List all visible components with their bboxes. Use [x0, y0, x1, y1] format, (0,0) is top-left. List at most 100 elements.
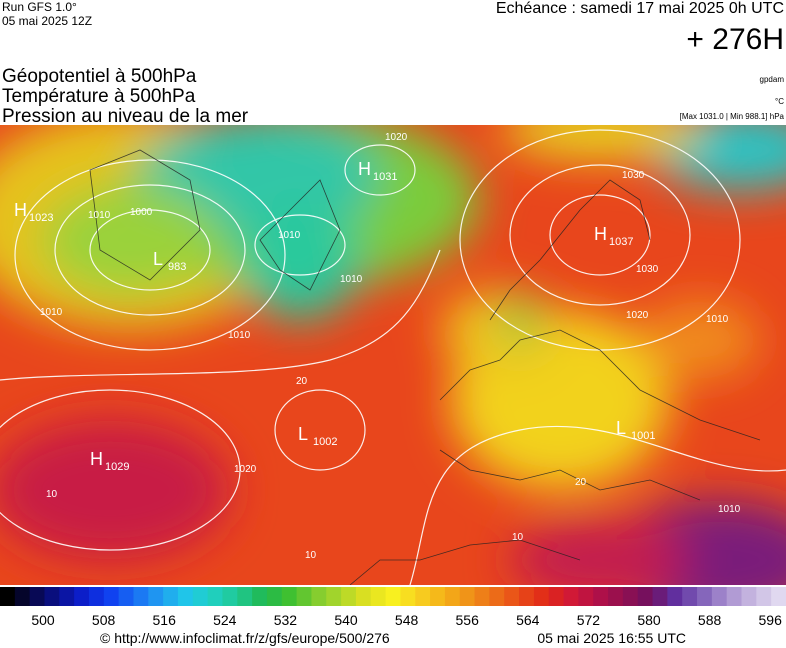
- isoline-label: 1030: [636, 264, 659, 275]
- color-swatch: [177, 587, 194, 606]
- colorbar-label: 540: [334, 612, 358, 628]
- footer-timestamp: 05 mai 2025 16:55 UTC: [537, 630, 686, 646]
- colorbar-label: 596: [759, 612, 783, 628]
- color-swatch: [88, 587, 105, 606]
- color-swatch: [296, 587, 312, 606]
- color-swatch: [608, 587, 624, 606]
- run-label: Run GFS 1.0°: [2, 0, 77, 14]
- run-date: 05 mai 2025 12Z: [2, 14, 92, 28]
- color-swatch: [726, 587, 743, 606]
- color-swatch: [133, 587, 149, 606]
- color-swatch: [192, 587, 209, 606]
- color-swatch: [311, 587, 327, 606]
- isoline-label: 1030: [622, 170, 645, 181]
- color-swatch: [415, 587, 431, 606]
- colorbar-label: 500: [31, 612, 55, 628]
- color-swatch: [163, 587, 179, 606]
- isoline-label: 1010: [228, 330, 251, 341]
- isoline-label: 1010: [718, 504, 741, 515]
- color-swatch: [741, 587, 757, 606]
- center-symbol: H: [14, 200, 27, 220]
- color-swatch: [637, 587, 654, 606]
- isoline-label: 1020: [626, 310, 649, 321]
- color-swatch: [697, 587, 713, 606]
- isoline-label: 1000: [130, 207, 153, 218]
- unit: [Max 1031.0 | Min 988.1] hPa: [680, 112, 785, 121]
- color-swatch: [14, 587, 31, 606]
- unit: gpdam: [760, 75, 785, 84]
- center-value: 1037: [609, 236, 633, 248]
- color-swatch: [0, 587, 16, 606]
- color-swatch: [459, 587, 476, 606]
- isoline-label: 10: [305, 550, 317, 561]
- color-swatch: [385, 587, 401, 606]
- colorbar-label: 532: [274, 612, 298, 628]
- color-swatch: [504, 587, 520, 606]
- isoline-label: 1010: [88, 210, 111, 221]
- color-swatch: [281, 587, 298, 606]
- color-swatch: [533, 587, 550, 606]
- unit: °C: [775, 97, 784, 106]
- center-symbol: H: [90, 449, 103, 469]
- center-value: 1029: [105, 461, 129, 473]
- center-symbol: H: [594, 224, 607, 244]
- color-swatch: [103, 587, 120, 606]
- color-swatch: [237, 587, 253, 606]
- color-swatch: [474, 587, 490, 606]
- color-swatch: [563, 587, 579, 606]
- color-swatch: [430, 587, 446, 606]
- color-swatch: [29, 587, 45, 606]
- color-swatch: [667, 587, 683, 606]
- horizon: + 276H: [686, 23, 784, 56]
- color-swatch: [341, 587, 357, 606]
- color-swatch: [118, 587, 134, 606]
- colorbar-label: 564: [516, 612, 540, 628]
- center-symbol: H: [358, 159, 371, 179]
- color-swatch: [59, 587, 75, 606]
- color-swatch: [400, 587, 416, 606]
- colorbar-label: 580: [637, 612, 661, 628]
- color-swatch: [578, 587, 594, 606]
- center-value: 1002: [313, 436, 337, 448]
- isoline-label: 1010: [340, 274, 363, 285]
- color-swatch: [622, 587, 639, 606]
- isoline-label: 1010: [278, 230, 301, 241]
- color-swatch: [756, 587, 772, 606]
- isoline-label: 10: [46, 489, 58, 500]
- colorbar: 5005085165245325405485565645725805885966…: [0, 587, 786, 628]
- color-swatch: [370, 587, 387, 606]
- echeance: Echéance : samedi 17 mai 2025 0h UTC: [496, 0, 784, 17]
- color-swatch: [326, 587, 342, 606]
- color-swatch: [148, 587, 164, 606]
- map: [0, 125, 786, 585]
- color-swatch: [355, 587, 372, 606]
- color-swatch: [548, 587, 565, 606]
- isoline-label: 1010: [40, 307, 63, 318]
- colorbar-label: 588: [698, 612, 722, 628]
- isoline-label: 20: [575, 477, 587, 488]
- isoline-label: 1020: [234, 464, 257, 475]
- color-swatch: [444, 587, 461, 606]
- footer-url: © http://www.infoclimat.fr/z/gfs/europe/…: [100, 630, 390, 646]
- color-swatch: [519, 587, 535, 606]
- color-swatch: [44, 587, 60, 606]
- isoline-label: 10: [512, 532, 524, 543]
- color-swatch: [652, 587, 668, 606]
- color-swatch: [74, 587, 90, 606]
- colorbar-label: 524: [213, 612, 237, 628]
- isoline-label: 1010: [706, 314, 729, 325]
- colorbar-label: 516: [153, 612, 177, 628]
- color-swatch: [266, 587, 283, 606]
- colorbar-label: 572: [577, 612, 601, 628]
- isoline-label: 20: [296, 376, 308, 387]
- layer-title: Géopotentiel à 500hPa: [2, 66, 197, 87]
- center-symbol: L: [616, 418, 626, 438]
- isoline-label: 1020: [385, 132, 408, 143]
- colorbar-label: 556: [456, 612, 480, 628]
- layer-title: Pression au niveau de la mer: [2, 106, 249, 127]
- color-swatch: [252, 587, 268, 606]
- color-swatch: [593, 587, 609, 606]
- color-swatch: [207, 587, 223, 606]
